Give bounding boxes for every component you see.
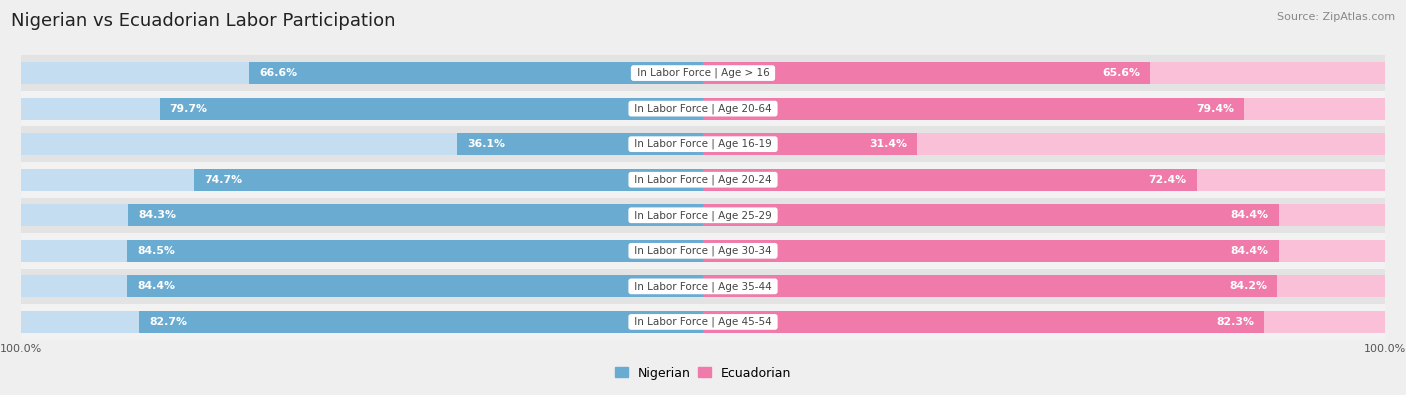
Text: 84.2%: 84.2% — [1229, 281, 1267, 292]
Bar — [21, 62, 703, 84]
Bar — [703, 133, 917, 155]
Bar — [703, 169, 1385, 191]
Text: In Labor Force | Age 20-24: In Labor Force | Age 20-24 — [631, 175, 775, 185]
Text: Nigerian vs Ecuadorian Labor Participation: Nigerian vs Ecuadorian Labor Participati… — [11, 12, 395, 30]
Bar — [128, 275, 703, 297]
Text: In Labor Force | Age 20-64: In Labor Force | Age 20-64 — [631, 103, 775, 114]
Bar — [21, 98, 703, 120]
Bar — [159, 98, 703, 120]
Bar — [21, 169, 703, 191]
Text: In Labor Force | Age 16-19: In Labor Force | Age 16-19 — [631, 139, 775, 149]
Bar — [703, 240, 1385, 262]
Text: 84.3%: 84.3% — [138, 210, 176, 220]
Text: 74.7%: 74.7% — [204, 175, 242, 185]
Text: 66.6%: 66.6% — [259, 68, 297, 78]
Bar — [21, 311, 703, 333]
Bar — [703, 275, 1385, 297]
Bar — [703, 240, 1278, 262]
Bar — [703, 62, 1150, 84]
Bar — [703, 311, 1385, 333]
Bar — [21, 55, 1385, 91]
Text: Source: ZipAtlas.com: Source: ZipAtlas.com — [1277, 12, 1395, 22]
Bar — [703, 204, 1385, 226]
Bar — [194, 169, 703, 191]
Text: 79.7%: 79.7% — [170, 103, 208, 114]
Text: 31.4%: 31.4% — [869, 139, 907, 149]
Text: In Labor Force | Age 30-34: In Labor Force | Age 30-34 — [631, 246, 775, 256]
Bar — [21, 126, 1385, 162]
Bar — [703, 204, 1278, 226]
Text: 79.4%: 79.4% — [1197, 103, 1234, 114]
Bar — [21, 162, 1385, 198]
Text: 82.7%: 82.7% — [149, 317, 187, 327]
Bar — [21, 198, 1385, 233]
Text: 72.4%: 72.4% — [1149, 175, 1187, 185]
Bar — [128, 204, 703, 226]
Bar — [127, 240, 703, 262]
Bar — [703, 62, 1385, 84]
Bar — [21, 269, 1385, 304]
Bar — [703, 275, 1277, 297]
Bar — [21, 233, 1385, 269]
Bar — [21, 91, 1385, 126]
Bar — [21, 275, 703, 297]
Bar — [139, 311, 703, 333]
Bar — [249, 62, 703, 84]
Bar — [21, 133, 703, 155]
Text: 84.4%: 84.4% — [1230, 210, 1268, 220]
Bar — [703, 133, 1385, 155]
Bar — [703, 98, 1385, 120]
Text: 84.4%: 84.4% — [138, 281, 176, 292]
Bar — [21, 204, 703, 226]
Text: 84.4%: 84.4% — [1230, 246, 1268, 256]
Text: 84.5%: 84.5% — [136, 246, 174, 256]
Text: In Labor Force | Age 35-44: In Labor Force | Age 35-44 — [631, 281, 775, 292]
Legend: Nigerian, Ecuadorian: Nigerian, Ecuadorian — [610, 362, 796, 385]
Bar — [457, 133, 703, 155]
Text: In Labor Force | Age 25-29: In Labor Force | Age 25-29 — [631, 210, 775, 220]
Text: 82.3%: 82.3% — [1216, 317, 1254, 327]
Text: 36.1%: 36.1% — [467, 139, 505, 149]
Bar — [703, 169, 1197, 191]
Bar — [21, 240, 703, 262]
Text: In Labor Force | Age 45-54: In Labor Force | Age 45-54 — [631, 317, 775, 327]
Bar — [703, 311, 1264, 333]
Bar — [21, 304, 1385, 340]
Text: In Labor Force | Age > 16: In Labor Force | Age > 16 — [634, 68, 772, 78]
Bar — [703, 98, 1244, 120]
Text: 65.6%: 65.6% — [1102, 68, 1140, 78]
